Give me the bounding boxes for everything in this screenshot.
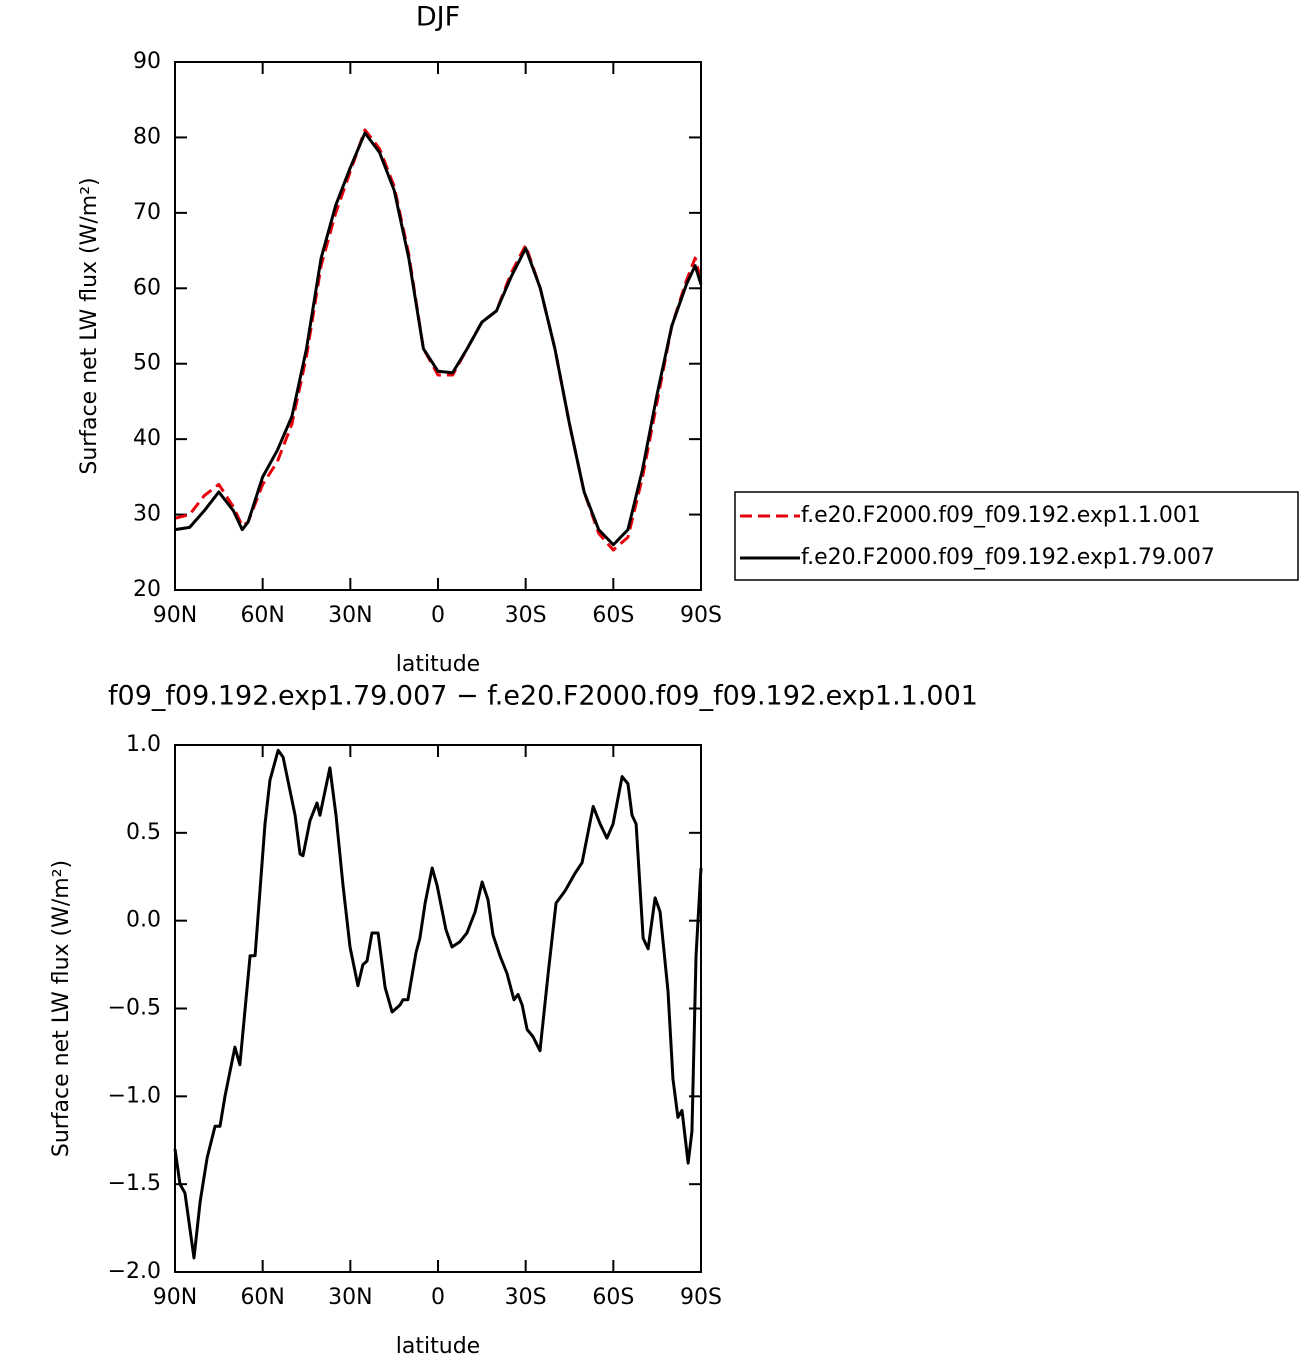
y-tick-label: 80 <box>133 124 161 149</box>
chart: f09_f09.192.exp1.79.007 − f.e20.F2000.f0… <box>49 681 978 1360</box>
x-tick-label: 90S <box>680 1285 722 1310</box>
x-tick-label: 60S <box>592 603 634 628</box>
data-line <box>173 748 703 1260</box>
y-tick-label: −0.5 <box>108 996 161 1021</box>
x-tick-label: 30N <box>328 1285 372 1310</box>
y-tick-label: 0.0 <box>126 908 161 933</box>
data-line <box>174 131 703 547</box>
legend-label: f.e20.F2000.f09_f09.192.exp1.79.007 <box>801 545 1215 570</box>
x-tick-label: 0 <box>431 603 445 628</box>
x-tick-label: 90N <box>153 603 197 628</box>
x-tick-label: 30S <box>505 603 547 628</box>
x-tick-label: 30N <box>328 603 372 628</box>
y-tick-label: 50 <box>133 351 161 376</box>
y-tick-label: 30 <box>133 502 161 527</box>
x-tick-label: 90N <box>153 1285 197 1310</box>
y-tick-label: 40 <box>133 426 161 451</box>
y-tick-label: 60 <box>133 275 161 300</box>
x-tick-label: 30S <box>505 1285 547 1310</box>
legend-box <box>734 491 1299 581</box>
y-tick-label: 90 <box>133 49 161 74</box>
data-line <box>174 128 703 552</box>
x-tick-label: 60S <box>592 1285 634 1310</box>
x-tick-label: 90S <box>680 603 722 628</box>
y-tick-label: −1.5 <box>108 1171 161 1196</box>
x-tick-label: 60N <box>240 1285 284 1310</box>
x-tick-label: 0 <box>431 1285 445 1310</box>
chart-title: DJF <box>416 2 460 33</box>
y-tick-label: 0.5 <box>126 820 161 845</box>
y-tick-label: 1.0 <box>126 732 161 757</box>
y-axis-label: Surface net LW flux (W/m²) <box>77 177 102 474</box>
y-tick-label: −1.0 <box>108 1083 161 1108</box>
y-tick-label: 70 <box>133 200 161 225</box>
y-tick-label: −2.0 <box>108 1259 161 1284</box>
y-axis-label: Surface net LW flux (W/m²) <box>49 860 74 1157</box>
legend-label: f.e20.F2000.f09_f09.192.exp1.1.001 <box>801 503 1201 528</box>
x-axis-label: latitude <box>396 1334 480 1359</box>
chart-title: f09_f09.192.exp1.79.007 − f.e20.F2000.f0… <box>108 681 978 712</box>
x-tick-label: 60N <box>240 603 284 628</box>
x-axis-label: latitude <box>396 652 480 677</box>
plot-frame <box>174 61 702 591</box>
plot-frame <box>174 744 702 1273</box>
chart: DJF latitude Surface net LW flux (W/m²) 20 3… <box>77 2 1299 677</box>
y-tick-label: 20 <box>133 577 161 602</box>
